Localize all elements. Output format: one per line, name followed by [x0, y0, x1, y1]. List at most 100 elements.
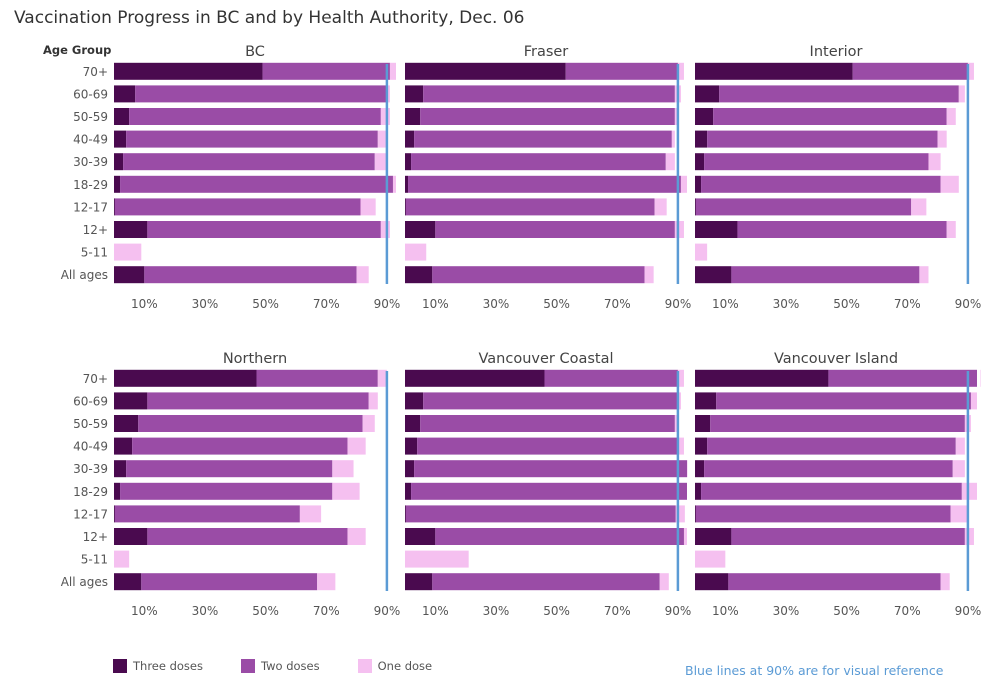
- x-tick-label: 10%: [422, 297, 449, 311]
- bar-three-dose: [405, 415, 421, 432]
- x-tick-label: 70%: [604, 604, 631, 618]
- x-tick-label: 70%: [313, 604, 340, 618]
- bar-one-dose: [347, 528, 366, 545]
- bar-three-dose: [695, 266, 732, 284]
- bar-three-dose: [695, 482, 702, 500]
- bar-two-dose: [828, 369, 977, 387]
- legend-label-two-doses: Two doses: [261, 659, 320, 673]
- bar-one-dose: [374, 153, 387, 171]
- bar-one-dose: [368, 392, 378, 410]
- legend-item-three-doses[interactable]: Three doses: [113, 659, 203, 673]
- panel-title-northern: Northern: [223, 351, 287, 367]
- bar-one-dose: [677, 62, 684, 80]
- panel-title-fraser: Fraser: [524, 44, 569, 60]
- bar-two-dose: [719, 85, 959, 103]
- bar-two-dose: [716, 392, 971, 410]
- bar-three-dose: [695, 221, 738, 238]
- x-tick-label: 10%: [712, 297, 739, 311]
- bar-three-dose: [114, 528, 148, 545]
- panel-title-vancouver-coastal: Vancouver Coastal: [478, 351, 613, 367]
- bar-one-dose: [952, 460, 965, 478]
- bar-two-dose: [411, 153, 666, 171]
- category-label: 12-17: [73, 507, 108, 521]
- bar-three-dose: [405, 198, 406, 216]
- category-label: 60-69: [73, 394, 108, 408]
- bar-three-dose: [405, 573, 433, 591]
- bar-three-dose: [405, 437, 418, 455]
- bar-three-dose: [405, 85, 424, 103]
- category-label: 70+: [83, 65, 108, 79]
- bar-one-dose: [687, 460, 688, 478]
- bar-two-dose: [544, 369, 678, 387]
- legend: Three doses Two doses One dose: [113, 659, 470, 673]
- bar-two-dose: [695, 505, 951, 523]
- category-label: 12-17: [73, 200, 108, 214]
- bar-one-dose: [389, 62, 396, 80]
- category-label: All ages: [61, 268, 108, 282]
- bar-two-dose: [728, 573, 941, 591]
- x-tick-label: 10%: [131, 297, 158, 311]
- bar-one-dose: [970, 392, 977, 410]
- bar-one-dose: [114, 243, 142, 261]
- bar-one-dose: [683, 528, 687, 545]
- bar-three-dose: [114, 266, 145, 284]
- bar-one-dose: [695, 243, 708, 261]
- bar-one-dose: [377, 369, 387, 387]
- bar-one-dose: [674, 415, 678, 432]
- bar-three-dose: [114, 153, 124, 171]
- bar-two-dose: [414, 130, 672, 148]
- x-tick-label: 90%: [374, 297, 401, 311]
- bar-one-dose: [392, 175, 396, 193]
- bar-one-dose: [680, 175, 687, 193]
- bar-one-dose: [950, 505, 969, 523]
- bar-two-dose: [707, 437, 956, 455]
- category-label: 30-39: [73, 155, 108, 169]
- bar-one-dose: [332, 460, 354, 478]
- category-label: 5-11: [81, 246, 108, 260]
- bar-two-dose: [432, 266, 645, 284]
- x-tick-label: 30%: [192, 297, 219, 311]
- category-label: 70+: [83, 372, 108, 386]
- bar-one-dose: [940, 573, 950, 591]
- category-label: 50-59: [73, 417, 108, 431]
- bar-two-dose: [414, 460, 687, 478]
- legend-label-three-doses: Three doses: [133, 659, 203, 673]
- bar-one-dose: [928, 153, 941, 171]
- legend-swatch-one-dose: [357, 659, 372, 673]
- bar-three-dose: [114, 221, 148, 238]
- bar-three-dose: [405, 505, 406, 523]
- bar-two-dose: [126, 130, 378, 148]
- bar-three-dose: [405, 528, 436, 545]
- panel-title-interior: Interior: [810, 44, 863, 60]
- bar-two-dose: [707, 130, 938, 148]
- bar-three-dose: [405, 175, 409, 193]
- legend-item-one-dose[interactable]: One dose: [357, 659, 432, 673]
- bar-one-dose: [955, 437, 965, 455]
- legend-item-two-doses[interactable]: Two doses: [241, 659, 320, 673]
- bar-three-dose: [114, 85, 136, 103]
- bar-one-dose: [695, 550, 726, 568]
- bar-two-dose: [120, 175, 393, 193]
- bar-three-dose: [114, 573, 142, 591]
- bar-two-dose: [114, 198, 361, 216]
- bar-three-dose: [695, 505, 696, 523]
- bar-one-dose: [674, 108, 678, 125]
- bar-two-dose: [710, 415, 965, 432]
- bar-one-dose: [958, 85, 965, 103]
- bar-one-dose: [332, 482, 360, 500]
- bar-one-dose: [644, 266, 654, 284]
- x-tick-label: 90%: [955, 604, 982, 618]
- bar-one-dose: [937, 130, 947, 148]
- bar-one-dose: [940, 175, 959, 193]
- bar-two-dose: [704, 153, 929, 171]
- bar-three-dose: [695, 130, 708, 148]
- x-tick-label: 50%: [252, 604, 279, 618]
- x-tick-label: 50%: [543, 297, 570, 311]
- x-tick-label: 30%: [483, 604, 510, 618]
- bar-one-dose: [967, 62, 974, 80]
- x-tick-label: 10%: [712, 604, 739, 618]
- x-tick-label: 50%: [543, 604, 570, 618]
- bar-two-dose: [147, 528, 348, 545]
- bar-one-dose: [677, 369, 684, 387]
